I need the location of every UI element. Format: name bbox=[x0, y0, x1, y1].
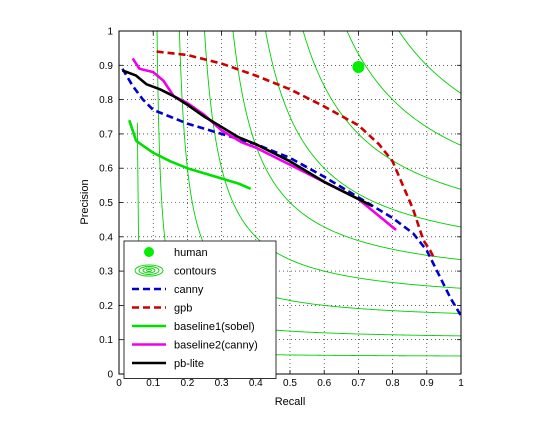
f-contour-line bbox=[204, 31, 461, 289]
legend-label-gpb: gpb bbox=[174, 303, 192, 315]
x-tick-label: 0.2 bbox=[180, 378, 194, 389]
data-series bbox=[121, 50, 461, 317]
legend-label-canny: canny bbox=[174, 284, 204, 296]
x-tick-label: 1 bbox=[458, 378, 464, 389]
legend-label-human: human bbox=[174, 247, 208, 259]
f-contour-line bbox=[265, 31, 461, 228]
f-contour-line bbox=[398, 31, 461, 94]
legend-label-contours: contours bbox=[174, 266, 217, 278]
legend-label-baseline2-canny-: baseline2(canny) bbox=[174, 340, 258, 352]
x-tick-label: 0.9 bbox=[420, 378, 434, 389]
legend-swatch-human bbox=[144, 247, 154, 257]
legend-swatch-contour-ring bbox=[146, 269, 152, 272]
y-tick-label: 0.9 bbox=[99, 61, 113, 72]
y-tick-label: 0.1 bbox=[99, 335, 113, 346]
axis-ticks: 0 0.1 0.2 0.3 0.4 0.5 0.6 0.7 0.8 0.9 1 0 0.1 0.2 0.3 0… bbox=[99, 27, 464, 390]
human-marker bbox=[352, 61, 365, 74]
series-line-gpb bbox=[156, 50, 435, 258]
x-tick-label: 0.1 bbox=[146, 378, 160, 389]
series-line-canny bbox=[121, 68, 461, 317]
legend: human contours canny gpb baseline1(sobel) bas… bbox=[123, 240, 277, 379]
legend-label-pb-lite: pb-lite bbox=[174, 358, 204, 370]
y-tick-label: 0.7 bbox=[99, 129, 113, 140]
x-tick-label: 0.7 bbox=[351, 378, 365, 389]
x-tick-label: 0.6 bbox=[317, 378, 331, 389]
y-tick-label: 0.3 bbox=[99, 267, 113, 278]
x-tick-label: 0.4 bbox=[249, 378, 263, 389]
legend-label-baseline1-sobel-: baseline1(sobel) bbox=[174, 321, 255, 333]
y-axis-label: Precision bbox=[79, 179, 91, 224]
legend-swatch-contour-ring bbox=[142, 267, 156, 274]
series-line-pb-lite bbox=[121, 69, 373, 208]
y-tick-label: 0 bbox=[107, 370, 113, 381]
f-contour-line bbox=[346, 31, 461, 146]
x-tick-label: 0.3 bbox=[215, 378, 229, 389]
series-line-baseline1-sobel- bbox=[128, 119, 252, 190]
y-tick-label: 0.4 bbox=[99, 232, 113, 243]
y-tick-label: 0.8 bbox=[99, 95, 113, 106]
x-tick-label: 0.5 bbox=[283, 378, 297, 389]
legend-box bbox=[123, 240, 277, 379]
f-contour-line bbox=[232, 31, 461, 261]
f-contour-line bbox=[302, 31, 461, 190]
x-axis-label: Recall bbox=[275, 396, 306, 408]
y-tick-label: 0.2 bbox=[99, 301, 113, 312]
x-tick-label: 0 bbox=[116, 378, 122, 389]
y-tick-label: 0.6 bbox=[99, 164, 113, 175]
legend-swatch-contour-ring bbox=[138, 266, 160, 275]
y-tick-label: 0.5 bbox=[99, 198, 113, 209]
legend-swatch-contour-ring bbox=[134, 264, 164, 277]
x-tick-label: 0.8 bbox=[386, 378, 400, 389]
y-tick-label: 1 bbox=[107, 27, 113, 38]
